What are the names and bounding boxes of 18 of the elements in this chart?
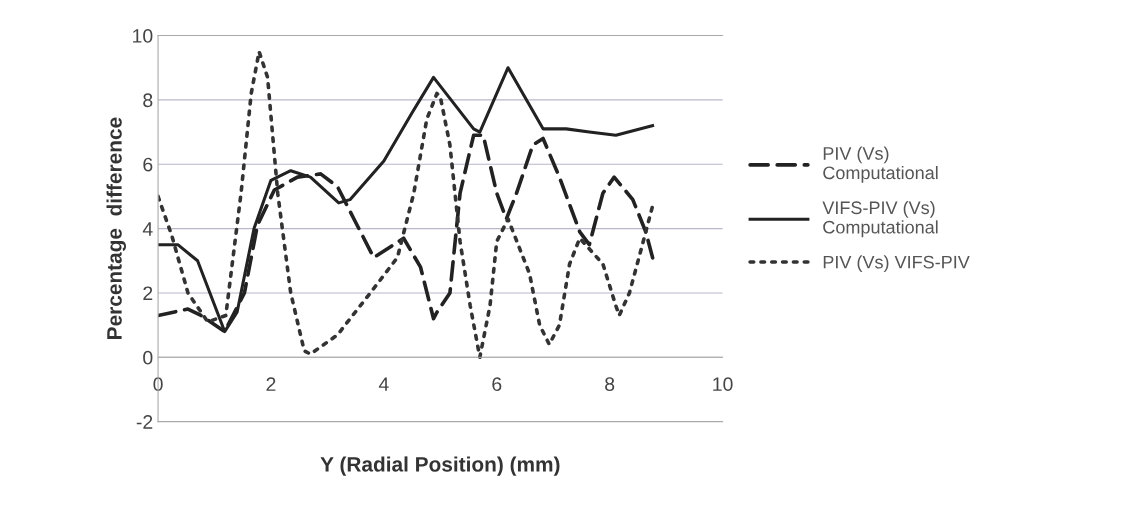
legend-label: PIV (Vs) Computational xyxy=(823,146,938,183)
x-tick-label: 0 xyxy=(153,377,163,392)
x-tick-label: 4 xyxy=(378,377,389,391)
y-tick-label: 0 xyxy=(143,350,153,365)
x-tick-label: 2 xyxy=(266,377,276,391)
x-tick-label: 8 xyxy=(605,377,615,392)
y-tick-label: 2 xyxy=(143,286,153,300)
y-tick-label: 4 xyxy=(142,222,153,236)
legend-label: PIV (Vs) VIFS-PIV xyxy=(823,255,970,273)
x-tick-label: 6 xyxy=(492,377,502,392)
y-tick-label: -2 xyxy=(136,415,153,429)
y-tick-label: 8 xyxy=(143,93,153,108)
legend-label: VIFS-PIV (Vs) Computational xyxy=(822,200,938,238)
y-tick-label: 6 xyxy=(143,157,153,172)
x-tick-label: 10 xyxy=(713,377,733,392)
y-axis-title: Percentage difference xyxy=(106,117,127,339)
x-axis-title: Y (Radial Position) (mm) xyxy=(320,456,560,476)
y-tick-label: 10 xyxy=(133,29,153,43)
